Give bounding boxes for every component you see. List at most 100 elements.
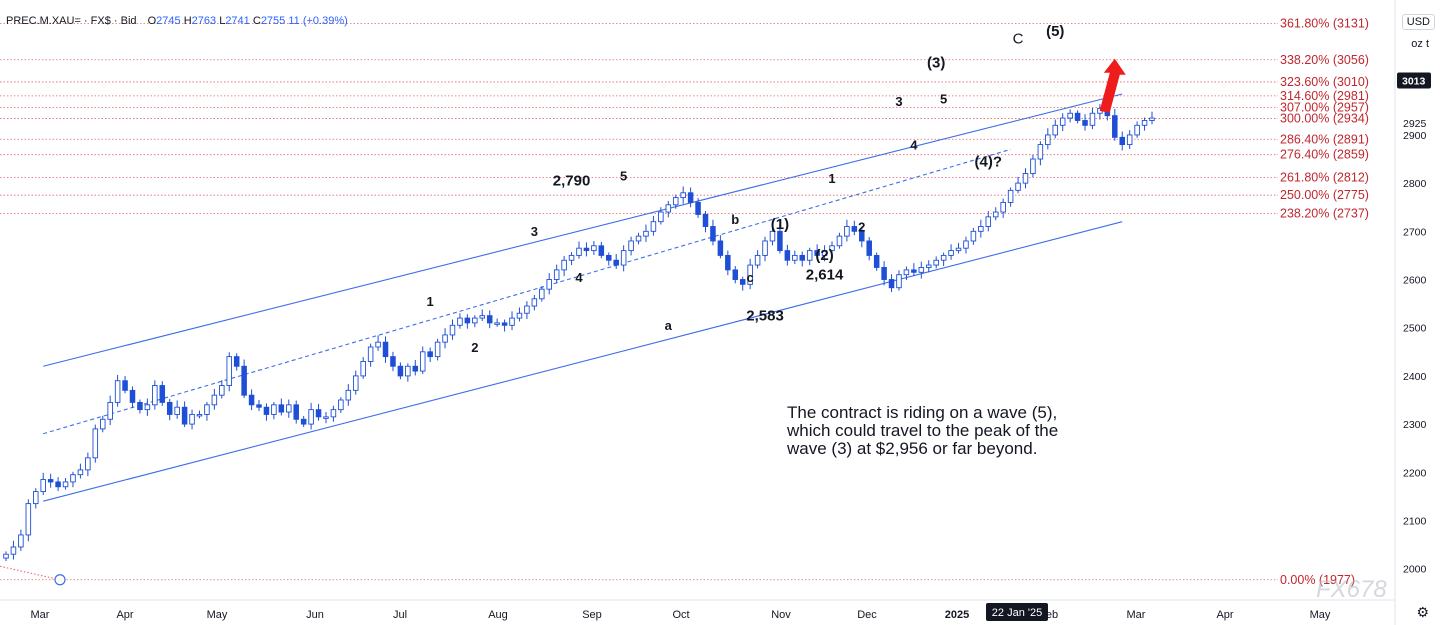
candle-body (189, 414, 195, 425)
fib-level-label: 338.20% (3056) (1280, 53, 1369, 67)
fib-level-label: 361.80% (3131) (1280, 17, 1369, 31)
fib-level-label: 286.40% (2891) (1280, 132, 1369, 146)
time-axis-label: Mar (31, 609, 50, 621)
candle-body (933, 259, 939, 266)
candle-body (1149, 117, 1155, 121)
candle-body (524, 305, 530, 314)
candle-body (241, 365, 247, 396)
candle-body (1045, 134, 1051, 146)
candle-body (717, 240, 724, 256)
candle-body (576, 247, 582, 256)
time-axis-label: Jul (393, 609, 407, 621)
candle-body (606, 254, 612, 261)
candle-body (47, 479, 54, 483)
candle-body (829, 245, 835, 252)
candle-body (635, 235, 642, 242)
candle-body (1015, 182, 1021, 191)
channel-upper-line (43, 93, 1123, 367)
candle-body (859, 230, 865, 242)
candle-body (271, 404, 277, 415)
candle-body (1134, 124, 1140, 136)
candle-body (122, 380, 128, 391)
candle-body (769, 230, 776, 242)
price-tick-label: 2100 (1403, 515, 1427, 527)
wave-label: 1 (427, 294, 434, 309)
time-axis-label: Jun (306, 609, 324, 621)
candle-body (1022, 173, 1029, 184)
price-tick-label: 2925 (1403, 118, 1427, 130)
last-price-label: 3013 (1402, 75, 1426, 87)
candle-body (1126, 134, 1133, 146)
candle-body (583, 247, 590, 252)
candle-body (784, 250, 791, 261)
candle-body (62, 481, 69, 488)
high-key: H (183, 15, 192, 27)
candle-body (658, 211, 664, 223)
candle-body (501, 322, 508, 326)
candle-body (747, 264, 753, 285)
currency-button[interactable]: USD (1401, 14, 1435, 30)
fib-level-label: 276.40% (2859) (1280, 148, 1369, 162)
wave-label: 4 (910, 137, 918, 152)
time-axis-label: Apr (116, 609, 133, 621)
candle-body (650, 221, 657, 232)
candle-body (672, 197, 679, 206)
annotation-line: wave (3) at $2,956 or far beyond. (786, 439, 1037, 458)
time-axis-label: Nov (771, 609, 791, 621)
candle-body (382, 341, 389, 358)
candle-body (256, 404, 262, 408)
candle-body (992, 211, 999, 218)
candle-body (613, 259, 619, 266)
candle-body (516, 312, 523, 319)
candle-body (925, 264, 932, 268)
candle-body (970, 230, 977, 242)
price-tick-label: 2500 (1403, 323, 1427, 335)
close-value: 2755 (260, 15, 286, 27)
price-tick-label: 2300 (1403, 419, 1427, 431)
candle-body (196, 414, 203, 417)
time-axis-label: May (1310, 609, 1331, 621)
symbol-name[interactable]: PREC.M.XAU= · FX$ · Bid (6, 15, 137, 27)
price-tick-label: 2700 (1403, 226, 1427, 238)
candle-body (412, 365, 419, 372)
wave-label: 2,583 (746, 307, 784, 324)
candle-body (702, 214, 709, 227)
time-axis-label: Apr (1216, 609, 1233, 621)
candle-body (665, 204, 672, 213)
candle-body (107, 401, 113, 420)
candle-body (896, 274, 902, 289)
watermark-text: FX678 (1316, 576, 1387, 603)
settings-gear-icon[interactable]: ⚙ (1416, 604, 1429, 620)
time-axis-label: eb (1046, 609, 1058, 621)
candle-body (985, 216, 992, 227)
time-axis-label: Mar (1127, 609, 1146, 621)
candle-body (836, 235, 843, 247)
low-value: 2741 (225, 15, 250, 27)
candle-body (219, 385, 225, 396)
candle-body (762, 240, 768, 256)
price-tick-label: 2900 (1403, 130, 1427, 142)
candle-body (1037, 144, 1044, 160)
candle-body (1000, 201, 1006, 213)
fib-level-label: 261.80% (2812) (1280, 170, 1369, 184)
crosshair-date-label: 22 Jan '25 (992, 607, 1042, 619)
low-key: L (219, 15, 226, 27)
unit-button[interactable]: oz t (1407, 37, 1433, 51)
fib-level-label: 238.20% (2737) (1280, 206, 1369, 220)
candle-body (911, 269, 917, 273)
candle-body (725, 254, 731, 271)
candle-body (531, 298, 538, 307)
price-tick-label: 2800 (1403, 178, 1427, 190)
candle-body (442, 334, 448, 343)
candle-body (92, 428, 99, 459)
candle-body (397, 365, 404, 377)
candle-body (99, 418, 106, 430)
candle-body (464, 317, 471, 324)
candle-body (1112, 115, 1118, 138)
candle-body (553, 269, 560, 280)
candle-body (338, 399, 344, 411)
close-key: C (252, 15, 261, 27)
candle-body (1067, 112, 1073, 119)
wave-label: 5 (940, 92, 947, 107)
